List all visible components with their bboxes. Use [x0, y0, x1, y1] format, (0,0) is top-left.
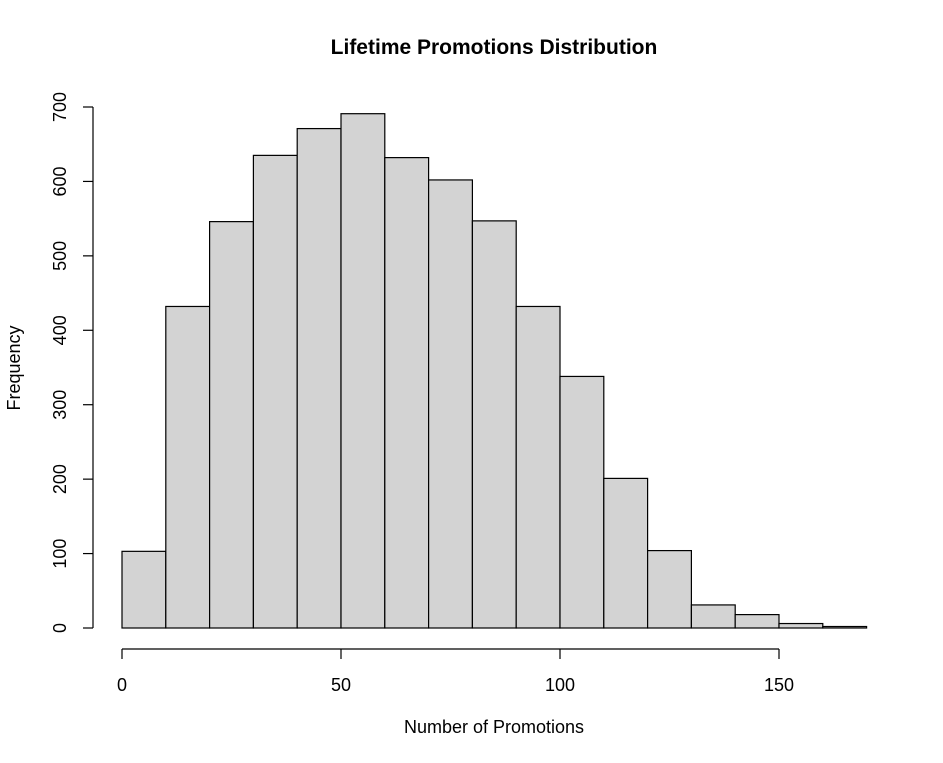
x-axis-label: Number of Promotions [404, 717, 584, 737]
chart-title: Lifetime Promotions Distribution [331, 36, 658, 59]
histogram-bar [252, 154, 298, 629]
x-tick-label: 0 [117, 675, 127, 695]
bars-group [121, 113, 868, 629]
histogram-bar [646, 549, 692, 629]
histogram-bar [822, 625, 868, 629]
x-axis: 0 50 100 150 [117, 648, 794, 695]
histogram-bar [165, 305, 211, 629]
x-tick-label: 50 [331, 675, 351, 695]
y-tick-label: 0 [50, 623, 70, 633]
histogram-bar [428, 179, 474, 629]
y-tick-label: 400 [50, 315, 70, 345]
histogram-bar [209, 221, 255, 629]
histogram-bar [296, 127, 342, 629]
histogram-bar [515, 305, 561, 629]
y-axis-label: Frequency [4, 325, 24, 410]
y-axis: 0 100 200 300 400 500 600 700 [50, 92, 94, 633]
y-tick-label: 600 [50, 166, 70, 196]
histogram-bar [734, 614, 780, 629]
y-tick-label: 100 [50, 539, 70, 569]
y-tick-label: 700 [50, 92, 70, 122]
histogram-bar [471, 220, 517, 629]
histogram-bar [559, 375, 605, 629]
x-tick-label: 150 [764, 675, 794, 695]
histogram-bar [778, 622, 824, 629]
histogram-bar [340, 113, 386, 629]
y-tick-label: 500 [50, 241, 70, 271]
histogram-bar [690, 604, 736, 629]
y-tick-label: 300 [50, 390, 70, 420]
histogram-bar [384, 157, 430, 629]
y-tick-label: 200 [50, 464, 70, 494]
x-tick-label: 100 [545, 675, 575, 695]
histogram-bar [121, 550, 167, 629]
histogram-bar [603, 477, 649, 629]
